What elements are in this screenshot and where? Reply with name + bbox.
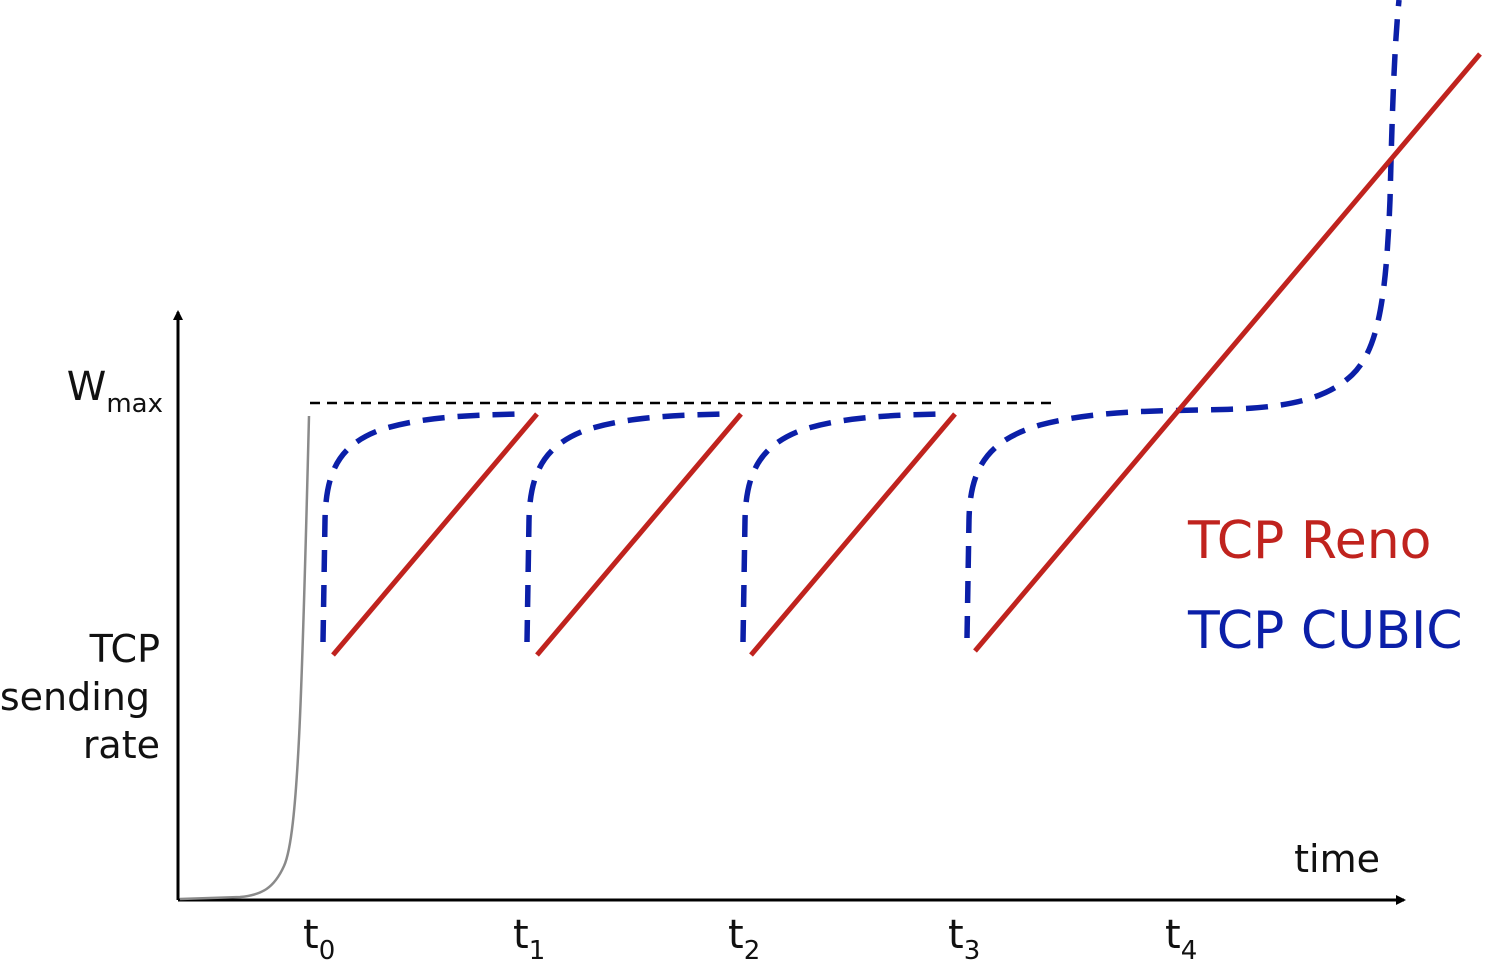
legend-tcp-cubic: TCP CUBIC [1187, 601, 1463, 661]
y-axis-label-line-2: sending [0, 675, 150, 719]
reno-line-3 [749, 412, 957, 657]
reno-line-1 [331, 412, 539, 657]
tick-label-t3: t3 [948, 912, 980, 966]
tick-label-t2: t2 [728, 912, 760, 966]
cubic-curve-2 [524, 411, 727, 643]
x-axis-label: time [1294, 837, 1380, 881]
cubic-curve-1 [320, 411, 521, 643]
wmax-label: Wmax [67, 364, 163, 419]
y-axis-label-line-1: TCP [89, 627, 160, 671]
slow-start-curve [179, 415, 311, 901]
reno-line-2 [535, 412, 743, 657]
legend-tcp-reno: TCP Reno [1187, 511, 1431, 571]
tick-label-t1: t1 [513, 912, 545, 966]
reno-line-4 [973, 52, 1482, 653]
tick-label-t0: t0 [303, 912, 335, 966]
cubic-curve-3 [740, 411, 943, 643]
y-axis-label-line-3: rate [83, 723, 160, 767]
tick-label-t4: t4 [1165, 912, 1197, 966]
